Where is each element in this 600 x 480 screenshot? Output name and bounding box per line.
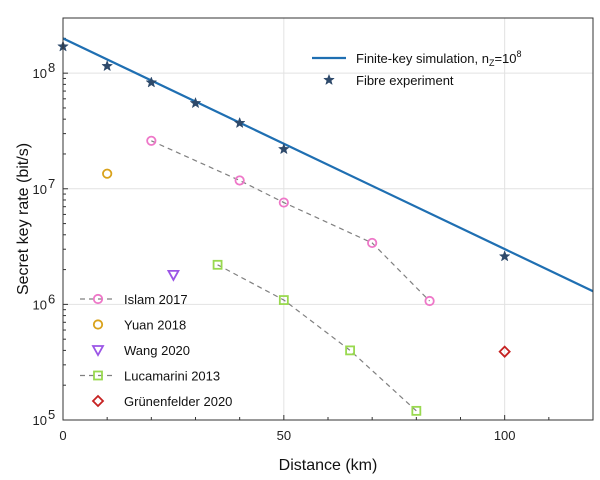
y-tick-label: 10 — [33, 297, 47, 312]
legend-marker-yuan-2018 — [92, 319, 104, 330]
x-axis: 0 50 100 — [59, 415, 550, 443]
y-tick-exponent: 6 — [48, 291, 55, 306]
y-tick-label: 10 — [33, 66, 47, 81]
point-islam-2017 — [234, 175, 245, 186]
simulation-line — [63, 37, 593, 293]
point-gr-nenfelder-2020 — [498, 345, 511, 358]
legend-label-yuan-2018: Yuan 2018 — [124, 318, 186, 333]
y-axis-title: Secret key rate (bit/s) — [15, 143, 32, 295]
legend-label-islam-2017: Islam 2017 — [124, 292, 188, 307]
point-islam-2017 — [146, 135, 157, 146]
y-tick-exponent: 5 — [48, 407, 55, 422]
point-islam-2017 — [424, 295, 435, 307]
experiment-point — [277, 142, 290, 155]
point-islam-2017 — [367, 237, 378, 249]
y-tick-exponent: 8 — [48, 60, 55, 75]
point-islam-2017 — [278, 197, 289, 208]
legend-experiment-swatch — [323, 73, 335, 86]
point-lucamarini-2013 — [411, 405, 422, 416]
legend-marker-islam-2017 — [92, 293, 104, 305]
experiment-point — [233, 116, 246, 129]
x-tick-label: 50 — [277, 428, 291, 443]
experiment-point — [498, 250, 511, 262]
grid — [63, 18, 593, 420]
legend-bottom: Islam 2017 Yuan 2018 Wang 2020 Lucamarini 2… — [80, 292, 232, 409]
x-tick-label: 100 — [494, 428, 516, 443]
point-yuan-2018 — [102, 168, 113, 179]
point-wang-2020 — [166, 269, 180, 282]
legend-marker-gr-nenfelder-2020 — [91, 394, 105, 408]
point-lucamarini-2013 — [345, 345, 355, 356]
y-tick-label: 10 — [33, 182, 47, 197]
y-tick-label: 10 — [33, 413, 47, 428]
legend-experiment-label: Fibre experiment — [356, 73, 454, 88]
plot-frame — [62, 17, 594, 421]
experiment-point — [145, 76, 158, 88]
legend-label-lucamarini-2013: Lucamarini 2013 — [124, 369, 220, 384]
series-line-lucamarini-2013 — [217, 264, 417, 412]
legend-top: Finite-key simulation, nZ=108 Fibre exper… — [312, 49, 522, 88]
point-lucamarini-2013 — [278, 295, 289, 305]
x-axis-title: Distance (km) — [279, 457, 378, 474]
legend-simulation-label: Finite-key simulation, nZ=108 — [356, 49, 522, 68]
legend-marker-wang-2020 — [91, 345, 105, 357]
point-lucamarini-2013 — [212, 259, 223, 270]
legend-label-gr-nenfelder-2020: Grünenfelder 2020 — [124, 394, 232, 409]
series-line-islam-2017 — [151, 140, 431, 302]
plot-content — [57, 37, 593, 416]
legend-label-wang-2020: Wang 2020 — [124, 343, 190, 358]
experiment-point — [101, 59, 114, 72]
y-tick-exponent: 7 — [48, 176, 55, 191]
legend-marker-lucamarini-2013 — [93, 370, 103, 381]
experiment-point — [189, 96, 202, 109]
x-tick-label: 0 — [59, 428, 66, 443]
